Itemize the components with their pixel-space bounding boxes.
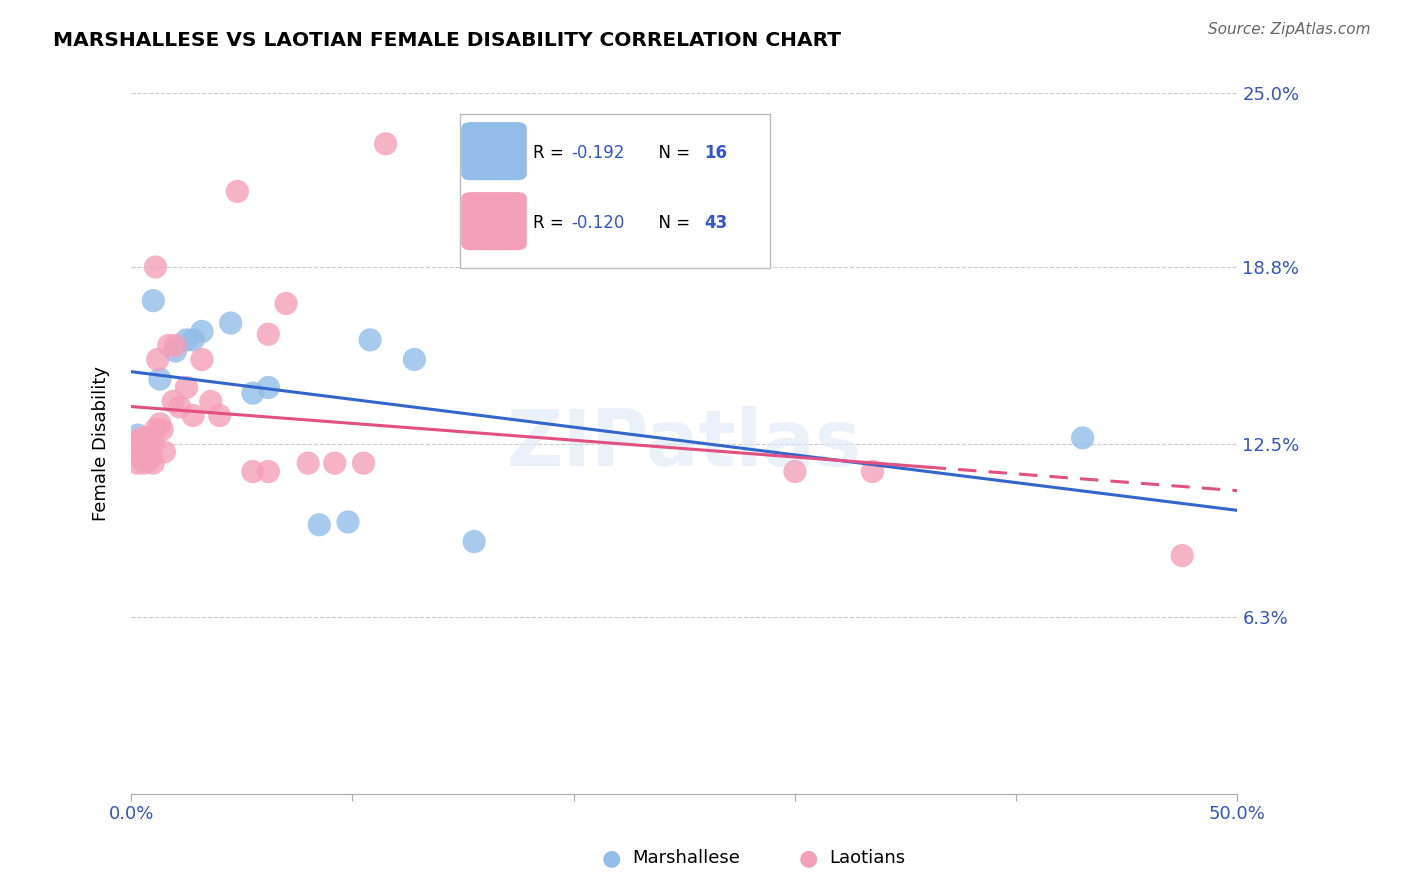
Point	[374, 136, 396, 151]
Text: 43: 43	[704, 214, 727, 232]
Text: ●: ●	[602, 848, 621, 868]
Point	[242, 386, 264, 401]
Point	[127, 428, 149, 442]
Point	[783, 465, 806, 479]
FancyBboxPatch shape	[463, 193, 526, 250]
Text: -0.192: -0.192	[571, 144, 624, 161]
Point	[181, 409, 204, 423]
Point	[131, 450, 153, 465]
Point	[359, 333, 381, 347]
Point	[162, 394, 184, 409]
Point	[165, 344, 187, 359]
Point	[127, 456, 149, 470]
Point	[274, 296, 297, 310]
Point	[200, 394, 222, 409]
Point	[138, 453, 160, 467]
FancyBboxPatch shape	[463, 123, 526, 179]
Point	[135, 450, 157, 465]
Point	[149, 417, 172, 431]
Point	[153, 445, 176, 459]
Text: Marshallese: Marshallese	[633, 849, 741, 867]
Text: 16: 16	[704, 144, 727, 161]
Point	[1171, 549, 1194, 563]
Point	[860, 465, 883, 479]
Point	[142, 436, 165, 450]
Point	[297, 456, 319, 470]
Text: ●: ●	[799, 848, 818, 868]
Point	[129, 450, 152, 465]
Text: -0.120: -0.120	[571, 214, 624, 232]
Point	[149, 372, 172, 386]
FancyBboxPatch shape	[460, 114, 769, 268]
Point	[135, 431, 157, 445]
Point	[181, 333, 204, 347]
Point	[242, 465, 264, 479]
Point	[337, 515, 360, 529]
Point	[142, 456, 165, 470]
Point	[139, 431, 162, 445]
Point	[157, 338, 180, 352]
Point	[131, 431, 153, 445]
Text: N =: N =	[648, 144, 695, 161]
Point	[257, 465, 280, 479]
Point	[145, 423, 167, 437]
Text: Source: ZipAtlas.com: Source: ZipAtlas.com	[1208, 22, 1371, 37]
Point	[124, 445, 146, 459]
Point	[308, 517, 330, 532]
Point	[176, 380, 198, 394]
Point	[134, 456, 156, 470]
Point	[1071, 431, 1094, 445]
Text: MARSHALLESE VS LAOTIAN FEMALE DISABILITY CORRELATION CHART: MARSHALLESE VS LAOTIAN FEMALE DISABILITY…	[53, 31, 841, 50]
Point	[176, 333, 198, 347]
Point	[150, 423, 173, 437]
Point	[404, 352, 426, 367]
Point	[145, 260, 167, 274]
Point	[142, 293, 165, 308]
Point	[139, 450, 162, 465]
Point	[138, 434, 160, 448]
Point	[129, 434, 152, 448]
Point	[463, 534, 485, 549]
Point	[191, 325, 214, 339]
Text: R =: R =	[533, 144, 569, 161]
Point	[219, 316, 242, 330]
Y-axis label: Female Disability: Female Disability	[93, 366, 110, 521]
Text: N =: N =	[648, 214, 695, 232]
Point	[257, 380, 280, 394]
Point	[165, 338, 187, 352]
Text: R =: R =	[533, 214, 569, 232]
Point	[146, 352, 169, 367]
Point	[208, 409, 231, 423]
Point	[323, 456, 346, 470]
Point	[226, 185, 249, 199]
Text: Laotians: Laotians	[830, 849, 905, 867]
Point	[134, 434, 156, 448]
Point	[191, 352, 214, 367]
Point	[353, 456, 375, 470]
Point	[169, 400, 191, 414]
Text: ZIPatlas: ZIPatlas	[506, 406, 862, 482]
Point	[257, 327, 280, 342]
